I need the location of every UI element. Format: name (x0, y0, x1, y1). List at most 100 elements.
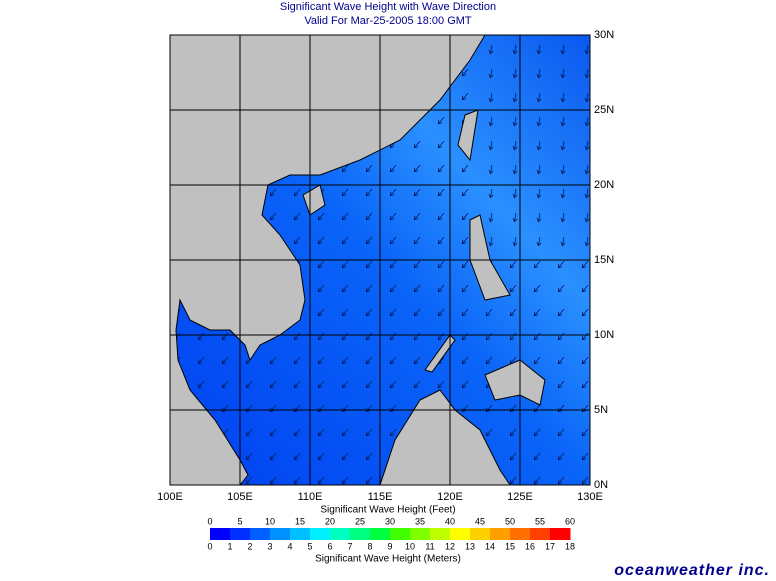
wave-arrow (413, 380, 421, 389)
lat-tick-label: 20N (594, 179, 614, 191)
wave-arrow (341, 332, 349, 341)
wave-arrow (317, 236, 325, 245)
wave-arrow (581, 308, 589, 317)
wave-arrow (365, 212, 373, 221)
lon-tick-label: 130E (577, 491, 603, 503)
wave-arrow (536, 68, 542, 79)
wave-arrow (533, 308, 541, 317)
feet-tick-label: 30 (385, 516, 395, 526)
wave-arrow (461, 284, 469, 293)
wave-arrow (293, 236, 301, 245)
wave-arrow (341, 428, 349, 437)
meters-tick-label: 5 (307, 541, 312, 551)
meters-tick-label: 8 (367, 541, 372, 551)
wave-arrow (437, 332, 445, 341)
wave-arrow (461, 188, 469, 197)
map-subtitle: Valid For Mar-25-2005 18:00 GMT (304, 15, 472, 27)
wave-arrow (437, 260, 445, 269)
wave-arrow (536, 188, 542, 199)
wave-arrow (317, 308, 325, 317)
lat-tick-label: 15N (594, 254, 614, 266)
wave-arrow (584, 116, 590, 127)
wave-arrow (536, 164, 542, 175)
wave-arrow (557, 452, 565, 461)
wave-arrow (365, 356, 373, 365)
palawan (424, 334, 456, 373)
wave-arrow (533, 284, 541, 293)
wave-arrow (560, 68, 566, 79)
meters-tick-label: 12 (445, 541, 455, 551)
wave-arrow (293, 212, 301, 221)
wave-arrow (461, 236, 469, 245)
wave-arrow (317, 284, 325, 293)
wave-arrow (365, 476, 373, 485)
wave-arrow (341, 380, 349, 389)
wave-arrow (389, 308, 397, 317)
wave-arrow (512, 116, 518, 127)
feet-tick-label: 40 (445, 516, 455, 526)
wave-arrow (557, 428, 565, 437)
wave-arrow (536, 116, 542, 127)
colorbar-cell (210, 528, 231, 540)
wave-arrow (365, 452, 373, 461)
wave-arrow (488, 212, 494, 223)
feet-tick-label: 50 (505, 516, 515, 526)
wave-arrow (560, 44, 566, 55)
feet-tick-label: 55 (535, 516, 545, 526)
wave-arrow (317, 452, 325, 461)
wave-arrow (317, 356, 325, 365)
feet-tick-label: 10 (265, 516, 275, 526)
wave-arrow (536, 44, 542, 55)
wave-arrow (512, 44, 518, 55)
wave-arrow (584, 212, 590, 223)
colorbar-cell (290, 528, 311, 540)
wave-arrow (317, 380, 325, 389)
wave-arrow (293, 332, 301, 341)
wave-arrow (389, 212, 397, 221)
colorbar-cell (230, 528, 251, 540)
wave-arrow (413, 260, 421, 269)
wave-arrow (293, 380, 301, 389)
wave-arrow (557, 284, 565, 293)
wave-arrow (437, 164, 445, 173)
colorbar-cell (530, 528, 551, 540)
wave-arrow (485, 308, 493, 317)
meters-tick-label: 15 (505, 541, 515, 551)
wave-arrow (269, 188, 277, 197)
wave-arrow (293, 452, 301, 461)
wave-arrow (560, 188, 566, 199)
wave-arrow (512, 236, 518, 247)
wave-arrow (413, 212, 421, 221)
lon-tick-label: 125E (507, 491, 533, 503)
wave-arrow (560, 164, 566, 175)
wave-arrow (365, 380, 373, 389)
wave-arrow (512, 68, 518, 79)
colorbar-cell (470, 528, 491, 540)
wave-arrow (509, 452, 517, 461)
wave-arrow (437, 308, 445, 317)
meters-tick-label: 0 (207, 541, 212, 551)
lon-tick-label: 105E (227, 491, 253, 503)
wave-arrow (293, 476, 301, 485)
wave-arrow (509, 284, 517, 293)
wave-arrow (560, 116, 566, 127)
wave-arrow (389, 236, 397, 245)
wave-arrow (245, 476, 253, 485)
meters-tick-label: 17 (545, 541, 555, 551)
wave-arrow (584, 188, 590, 199)
wave-arrow (389, 164, 397, 173)
colorbar-cell (350, 528, 371, 540)
map-title: Significant Wave Height with Wave Direct… (280, 1, 496, 13)
wave-arrow (221, 380, 229, 389)
wave-arrow (584, 140, 590, 151)
wave-arrow (461, 332, 469, 341)
wave-arrow (560, 92, 566, 103)
meters-tick-label: 6 (327, 541, 332, 551)
meters-tick-label: 7 (347, 541, 352, 551)
wave-arrow (584, 44, 590, 55)
colorbar-cell (450, 528, 471, 540)
graticule (170, 35, 590, 485)
wave-arrow (269, 452, 277, 461)
wave-arrow (245, 380, 253, 389)
wave-arrow (293, 428, 301, 437)
